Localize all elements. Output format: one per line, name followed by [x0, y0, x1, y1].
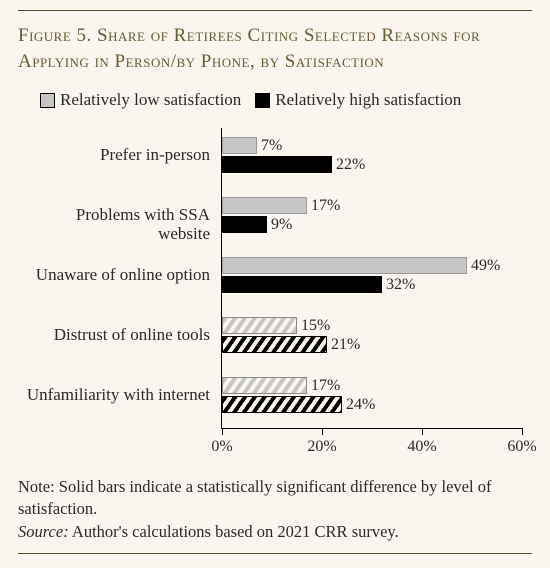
- value-label-high: 9%: [271, 216, 292, 233]
- bar-high: [222, 216, 267, 233]
- plot-area: 0%20%40%60%7%22%17%9%49%32%15%21%17%24%: [221, 128, 522, 429]
- legend-item-low: Relatively low satisfaction: [40, 90, 241, 110]
- category-label: Unaware of online option: [26, 266, 216, 285]
- value-label-high: 21%: [331, 336, 360, 353]
- category-label: Unfamiliarity with internet: [26, 386, 216, 405]
- top-rule: [18, 10, 532, 11]
- bar-low: [222, 137, 257, 154]
- bar-high: [222, 336, 327, 353]
- x-tick: [322, 428, 323, 435]
- category-label: Problems with SSA website: [26, 206, 216, 243]
- x-tick-label: 40%: [407, 438, 436, 456]
- value-label-high: 32%: [386, 276, 415, 293]
- bar-low: [222, 317, 297, 334]
- figure-title: Figure 5. Share of Retirees Citing Selec…: [18, 23, 532, 74]
- source-label: Source:: [18, 522, 69, 541]
- legend-item-high: Relatively high satisfaction: [255, 90, 461, 110]
- value-label-low: 49%: [471, 257, 500, 274]
- value-label-low: 15%: [301, 317, 330, 334]
- chart: 0%20%40%60%7%22%17%9%49%32%15%21%17%24% …: [26, 128, 532, 468]
- source-text: Author's calculations based on 2021 CRR …: [69, 522, 399, 541]
- x-tick-label: 20%: [307, 438, 336, 456]
- x-tick: [422, 428, 423, 435]
- bar-high: [222, 156, 332, 173]
- value-label-low: 17%: [311, 377, 340, 394]
- bar-low: [222, 197, 307, 214]
- legend: Relatively low satisfaction Relatively h…: [40, 90, 532, 110]
- value-label-high: 24%: [346, 396, 375, 413]
- legend-swatch-low: [40, 93, 55, 108]
- x-tick: [222, 428, 223, 435]
- value-label-low: 7%: [261, 137, 282, 154]
- bar-low: [222, 257, 467, 274]
- category-label: Prefer in-person: [26, 146, 216, 165]
- chart-source: Source: Author's calculations based on 2…: [18, 521, 532, 542]
- chart-note: Note: Solid bars indicate a statisticall…: [18, 476, 532, 519]
- legend-label-low: Relatively low satisfaction: [60, 90, 241, 110]
- value-label-low: 17%: [311, 197, 340, 214]
- legend-swatch-high: [255, 93, 270, 108]
- x-tick: [522, 428, 523, 435]
- bottom-rule: [18, 553, 532, 554]
- legend-label-high: Relatively high satisfaction: [275, 90, 461, 110]
- bar-high: [222, 276, 382, 293]
- bar-low: [222, 377, 307, 394]
- bar-high: [222, 396, 342, 413]
- category-label: Distrust of online tools: [26, 326, 216, 345]
- value-label-high: 22%: [336, 156, 365, 173]
- x-tick-label: 0%: [211, 438, 232, 456]
- x-tick-label: 60%: [507, 438, 536, 456]
